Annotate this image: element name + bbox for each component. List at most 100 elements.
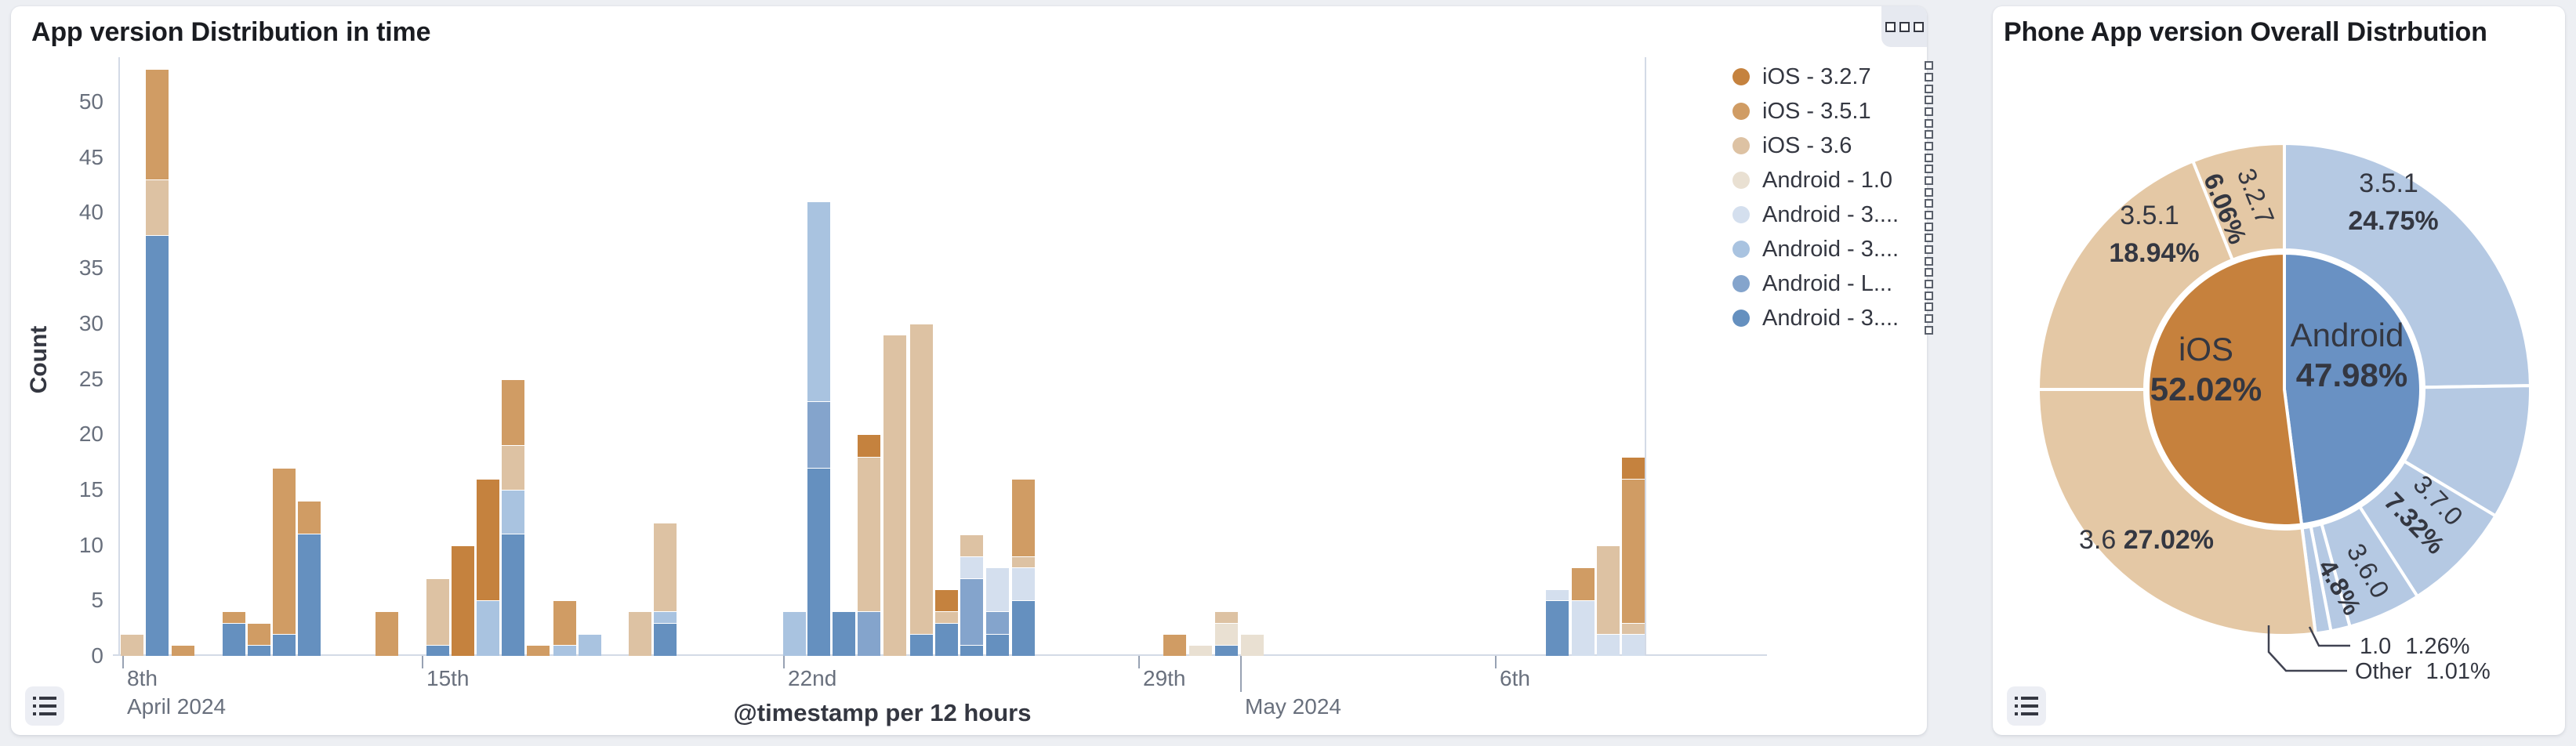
bar-segment-ios351[interactable]: [502, 378, 524, 446]
stacked-bar[interactable]: [502, 378, 524, 656]
bar-segment-and3d[interactable]: [426, 644, 449, 656]
bar-segment-ios351[interactable]: [298, 501, 321, 534]
legend-item[interactable]: Android - 3....: [1732, 197, 1933, 232]
stacked-bar[interactable]: [629, 611, 651, 656]
bar-segment-ios36[interactable]: [935, 611, 958, 623]
stacked-bar[interactable]: [426, 578, 449, 656]
bar-segment-ios36[interactable]: [1597, 545, 1620, 634]
bar-segment-and3l[interactable]: [579, 633, 601, 656]
bar-segment-ios36[interactable]: [629, 611, 651, 656]
legend-item[interactable]: iOS - 3.2.7: [1732, 60, 1933, 94]
bar-segment-ios36[interactable]: [654, 523, 677, 612]
legend-item-actions-icon[interactable]: [1925, 129, 1933, 162]
bar-segment-ios327[interactable]: [858, 434, 880, 457]
stacked-bar[interactable]: [654, 523, 677, 656]
bar-segment-and3vl[interactable]: [1012, 567, 1035, 601]
bar-segment-and3vl[interactable]: [1546, 589, 1569, 601]
bar-segment-and3d[interactable]: [910, 633, 933, 656]
bar-segment-and3l[interactable]: [553, 644, 576, 656]
bar-segment-ios36[interactable]: [1622, 622, 1645, 634]
donut-outer-slice-3.6[interactable]: [2037, 388, 2317, 637]
stacked-bar[interactable]: [1241, 633, 1264, 656]
donut-outer-slice-3.5.1[interactable]: [2037, 159, 2234, 391]
bar-segment-and10[interactable]: [1241, 633, 1264, 656]
stacked-bar[interactable]: [376, 611, 398, 656]
stacked-bar[interactable]: [121, 633, 143, 656]
bar-segment-ios327[interactable]: [935, 589, 958, 612]
donut-outer-slice-3.5.1[interactable]: [2283, 142, 2532, 389]
bar-segment-ios351[interactable]: [1572, 567, 1595, 601]
bar-segment-and10[interactable]: [1215, 622, 1238, 645]
legend-item[interactable]: Android - 1.0: [1732, 163, 1933, 197]
bar-segment-and3vl[interactable]: [986, 567, 1009, 612]
bar-segment-and3d[interactable]: [298, 534, 321, 656]
stacked-bar[interactable]: [858, 434, 880, 656]
bar-segment-ios351[interactable]: [273, 467, 296, 634]
stacked-bar[interactable]: [1572, 567, 1595, 656]
stacked-bar[interactable]: [1546, 589, 1569, 656]
legend-toggle-button-right[interactable]: [2007, 686, 2046, 726]
bar-segment-and3d[interactable]: [223, 622, 245, 656]
bar-segment-ios351[interactable]: [1622, 478, 1645, 623]
stacked-bar[interactable]: [1215, 611, 1238, 656]
stacked-bar[interactable]: [986, 567, 1009, 656]
bar-segment-and3d[interactable]: [807, 467, 830, 656]
bar-segment-and3d[interactable]: [935, 622, 958, 656]
bar-segment-ios36[interactable]: [1215, 611, 1238, 623]
bar-segment-and3l[interactable]: [807, 201, 830, 401]
bar-segment-andL[interactable]: [986, 611, 1009, 634]
bar-segment-and3d[interactable]: [986, 633, 1009, 656]
stacked-bar[interactable]: [910, 323, 933, 656]
bar-segment-ios327[interactable]: [452, 545, 474, 656]
panel-options-button[interactable]: [1881, 6, 1927, 47]
bar-segment-ios36[interactable]: [858, 456, 880, 612]
stacked-bar[interactable]: [553, 600, 576, 656]
legend-item-actions-icon[interactable]: [1925, 60, 1933, 93]
bar-segment-and3d[interactable]: [833, 611, 855, 656]
bar-segment-ios327[interactable]: [1622, 456, 1645, 479]
donut-chart[interactable]: 3.5.124.75%3.7.07.32%3.6.04.8%1.0 1.26%Ot…: [1993, 6, 2565, 735]
bar-segment-ios36[interactable]: [883, 334, 906, 656]
bar-segment-and3d[interactable]: [1012, 600, 1035, 656]
bar-segment-and3d[interactable]: [502, 534, 524, 656]
bar-segment-ios327[interactable]: [477, 478, 499, 601]
bar-segment-and3d[interactable]: [1546, 600, 1569, 656]
stacked-bar[interactable]: [579, 633, 601, 656]
legend-item-actions-icon[interactable]: [1925, 198, 1933, 231]
bar-segment-ios351[interactable]: [1163, 633, 1186, 656]
stacked-bar[interactable]: [783, 611, 806, 656]
stacked-bar[interactable]: [960, 534, 983, 656]
stacked-bar[interactable]: [298, 501, 321, 656]
bar-segment-and3l[interactable]: [502, 489, 524, 534]
bar-segment-andL[interactable]: [807, 400, 830, 468]
stacked-bar[interactable]: [452, 545, 474, 656]
stacked-bar[interactable]: [477, 478, 499, 656]
stacked-bar[interactable]: [883, 334, 906, 656]
bar-segment-and3l[interactable]: [477, 600, 499, 656]
legend-item-actions-icon[interactable]: [1925, 95, 1933, 128]
stacked-bar[interactable]: [172, 644, 194, 656]
bar-segment-and3vl[interactable]: [1572, 600, 1595, 656]
stacked-bar[interactable]: [1597, 545, 1620, 656]
bar-segment-and3d[interactable]: [146, 234, 169, 656]
stacked-bar[interactable]: [248, 622, 270, 656]
bar-segment-and3l[interactable]: [654, 611, 677, 623]
bar-segment-and3vl[interactable]: [1597, 633, 1620, 656]
bar-segment-ios36[interactable]: [146, 179, 169, 235]
stacked-bar[interactable]: [1189, 644, 1212, 656]
stacked-bar[interactable]: [146, 68, 169, 656]
legend-item[interactable]: Android - 3....: [1732, 232, 1933, 266]
donut-outer-slice-3.2.7[interactable]: [2191, 142, 2286, 262]
bar-segment-ios351[interactable]: [146, 68, 169, 179]
bar-segment-and10[interactable]: [1189, 644, 1212, 656]
bar-segment-ios351[interactable]: [223, 611, 245, 623]
legend-item[interactable]: iOS - 3.6: [1732, 129, 1933, 163]
bar-segment-and3d[interactable]: [960, 644, 983, 656]
legend-item-actions-icon[interactable]: [1925, 164, 1933, 197]
legend-toggle-button[interactable]: [25, 686, 64, 726]
stacked-bar[interactable]: [833, 611, 855, 656]
bar-segment-ios351[interactable]: [1012, 478, 1035, 556]
bar-segment-and3d[interactable]: [273, 633, 296, 656]
bar-segment-ios351[interactable]: [172, 644, 194, 656]
bar-segment-and3vl[interactable]: [960, 556, 983, 579]
